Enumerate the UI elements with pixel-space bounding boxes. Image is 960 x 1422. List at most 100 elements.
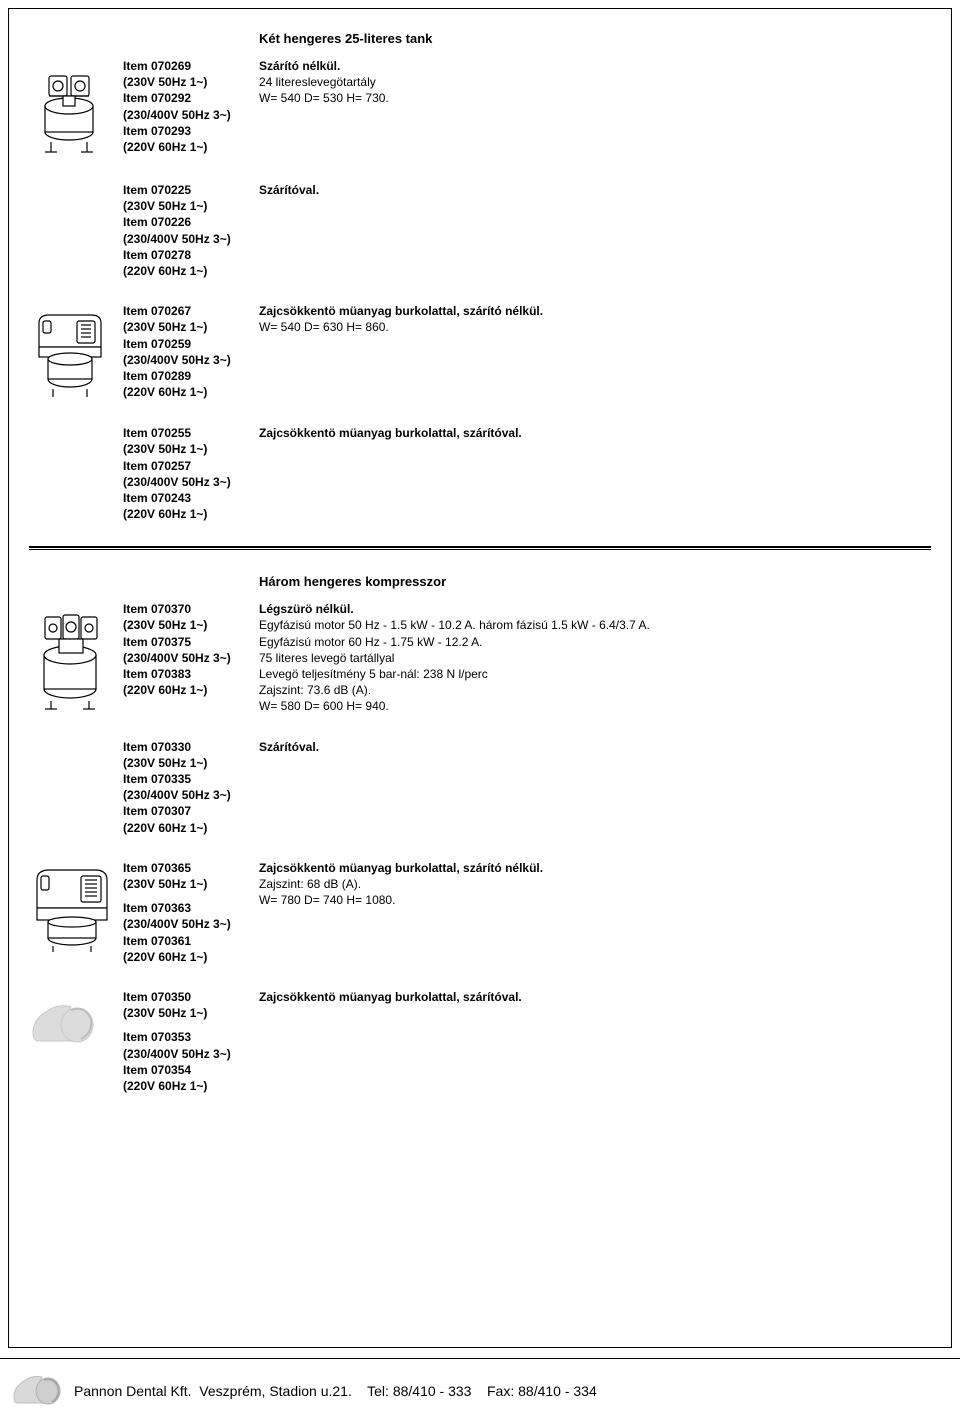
divider xyxy=(29,546,931,550)
catalog-entry: Item 070269(230V 50Hz 1~)Item 070292(230… xyxy=(29,58,931,158)
item-number: Item 070365 xyxy=(123,860,259,876)
section-title-1: Két hengeres 25-literes tank xyxy=(259,31,931,46)
item-spec: (230/400V 50Hz 3~) xyxy=(123,650,259,666)
item-spec: (230V 50Hz 1~) xyxy=(123,617,259,633)
item-spec: (220V 60Hz 1~) xyxy=(123,139,259,155)
description-line: W= 540 D= 530 H= 730. xyxy=(259,90,931,106)
description-lead: Légszürö nélkül. xyxy=(259,601,931,617)
product-icon xyxy=(29,182,123,279)
item-number: Item 070350 xyxy=(123,989,259,1005)
item-spec: (230/400V 50Hz 3~) xyxy=(123,916,259,932)
item-number: Item 070293 xyxy=(123,123,259,139)
description-line: W= 580 D= 600 H= 940. xyxy=(259,698,931,714)
item-number: Item 070307 xyxy=(123,803,259,819)
description-lead: Szárítóval. xyxy=(259,182,931,198)
catalog-entry: Item 070350(230V 50Hz 1~) Item 070353(23… xyxy=(29,989,931,1094)
page-frame: Két hengeres 25-literes tank Item 070269… xyxy=(8,8,952,1348)
item-spec: (230/400V 50Hz 3~) xyxy=(123,107,259,123)
item-number: Item 070257 xyxy=(123,458,259,474)
item-number: Item 070267 xyxy=(123,303,259,319)
item-spec: (230/400V 50Hz 3~) xyxy=(123,352,259,368)
item-number: Item 070363 xyxy=(123,900,259,916)
item-spec: (220V 60Hz 1~) xyxy=(123,682,259,698)
item-spec: (230/400V 50Hz 3~) xyxy=(123,787,259,803)
item-spec: (230V 50Hz 1~) xyxy=(123,1005,259,1021)
item-spec: (230V 50Hz 1~) xyxy=(123,876,259,892)
item-number: Item 070335 xyxy=(123,771,259,787)
item-description: Zajcsökkentö müanyag burkolattal, szárít… xyxy=(259,303,931,401)
footer-logo-icon xyxy=(10,1367,66,1414)
item-numbers: Item 070255(230V 50Hz 1~)Item 070257(230… xyxy=(123,425,259,522)
item-number: Item 070292 xyxy=(123,90,259,106)
description-line: W= 780 D= 740 H= 1080. xyxy=(259,892,931,908)
item-number: Item 070226 xyxy=(123,214,259,230)
item-spec: (230V 50Hz 1~) xyxy=(123,755,259,771)
item-spec: (220V 60Hz 1~) xyxy=(123,384,259,400)
item-number: Item 070361 xyxy=(123,933,259,949)
description-line: Levegö teljesítmény 5 bar-nál: 238 N l/p… xyxy=(259,666,931,682)
item-number: Item 070259 xyxy=(123,336,259,352)
item-spec: (220V 60Hz 1~) xyxy=(123,506,259,522)
item-spec: (230V 50Hz 1~) xyxy=(123,441,259,457)
description-line: Zajszint: 73.6 dB (A). xyxy=(259,682,931,698)
item-description: Zajcsökkentö müanyag burkolattal, szárít… xyxy=(259,425,931,522)
description-line: 24 litereslevegötartály xyxy=(259,74,931,90)
catalog-entry: Item 070370(230V 50Hz 1~)Item 070375(230… xyxy=(29,601,931,714)
item-numbers: Item 070330(230V 50Hz 1~)Item 070335(230… xyxy=(123,739,259,836)
item-number: Item 070255 xyxy=(123,425,259,441)
catalog-entry: Item 070330(230V 50Hz 1~)Item 070335(230… xyxy=(29,739,931,836)
footer-text: Pannon Dental Kft. Veszprém, Stadion u.2… xyxy=(66,1383,597,1399)
product-icon xyxy=(29,425,123,522)
item-description: Szárító nélkül.24 litereslevegötartályW=… xyxy=(259,58,931,158)
item-numbers: Item 070350(230V 50Hz 1~) Item 070353(23… xyxy=(123,989,259,1094)
item-spec: (220V 60Hz 1~) xyxy=(123,820,259,836)
product-icon xyxy=(29,989,123,1094)
description-line: Egyfázisú motor 60 Hz - 1.75 kW - 12.2 A… xyxy=(259,634,931,650)
item-spec: (220V 60Hz 1~) xyxy=(123,1078,259,1094)
item-spec: (220V 60Hz 1~) xyxy=(123,263,259,279)
item-spec: (220V 60Hz 1~) xyxy=(123,949,259,965)
item-spec: (230V 50Hz 1~) xyxy=(123,319,259,335)
item-description: Zajcsökkentö müanyag burkolattal, szárít… xyxy=(259,989,931,1094)
item-spec: (230/400V 50Hz 3~) xyxy=(123,474,259,490)
description-lead: Szárító nélkül. xyxy=(259,58,931,74)
description-lead: Zajcsökkentö müanyag burkolattal, szárít… xyxy=(259,425,931,441)
item-number: Item 070353 xyxy=(123,1029,259,1045)
description-line: Zajszint: 68 dB (A). xyxy=(259,876,931,892)
item-numbers: Item 070370(230V 50Hz 1~)Item 070375(230… xyxy=(123,601,259,714)
item-number: Item 070243 xyxy=(123,490,259,506)
item-number: Item 070370 xyxy=(123,601,259,617)
catalog-entry: Item 070255(230V 50Hz 1~)Item 070257(230… xyxy=(29,425,931,522)
item-spec: (230V 50Hz 1~) xyxy=(123,74,259,90)
product-icon xyxy=(29,860,123,965)
item-numbers: Item 070267(230V 50Hz 1~)Item 070259(230… xyxy=(123,303,259,401)
section-title-2: Három hengeres kompresszor xyxy=(259,574,931,589)
item-number: Item 070375 xyxy=(123,634,259,650)
item-number: Item 070330 xyxy=(123,739,259,755)
description-lead: Zajcsökkentö müanyag burkolattal, szárít… xyxy=(259,860,931,876)
item-spec: (230/400V 50Hz 3~) xyxy=(123,231,259,247)
item-description: Szárítóval. xyxy=(259,739,931,836)
item-description: Légszürö nélkül.Egyfázisú motor 50 Hz - … xyxy=(259,601,931,714)
product-icon xyxy=(29,303,123,401)
item-number: Item 070354 xyxy=(123,1062,259,1078)
item-number: Item 070225 xyxy=(123,182,259,198)
description-line: W= 540 D= 630 H= 860. xyxy=(259,319,931,335)
product-icon xyxy=(29,58,123,158)
item-number: Item 070383 xyxy=(123,666,259,682)
item-description: Szárítóval. xyxy=(259,182,931,279)
catalog-entry: Item 070267(230V 50Hz 1~)Item 070259(230… xyxy=(29,303,931,401)
item-spec: (230V 50Hz 1~) xyxy=(123,198,259,214)
item-number: Item 070278 xyxy=(123,247,259,263)
description-lead: Zajcsökkentö müanyag burkolattal, szárít… xyxy=(259,303,931,319)
item-numbers: Item 070269(230V 50Hz 1~)Item 070292(230… xyxy=(123,58,259,158)
product-icon xyxy=(29,601,123,714)
item-number: Item 070269 xyxy=(123,58,259,74)
description-lead: Zajcsökkentö müanyag burkolattal, szárít… xyxy=(259,989,931,1005)
item-numbers: Item 070365(230V 50Hz 1~) Item 070363(23… xyxy=(123,860,259,965)
description-lead: Szárítóval. xyxy=(259,739,931,755)
product-icon xyxy=(29,739,123,836)
footer: Pannon Dental Kft. Veszprém, Stadion u.2… xyxy=(0,1358,960,1422)
item-numbers: Item 070225(230V 50Hz 1~)Item 070226(230… xyxy=(123,182,259,279)
item-description: Zajcsökkentö müanyag burkolattal, szárít… xyxy=(259,860,931,965)
